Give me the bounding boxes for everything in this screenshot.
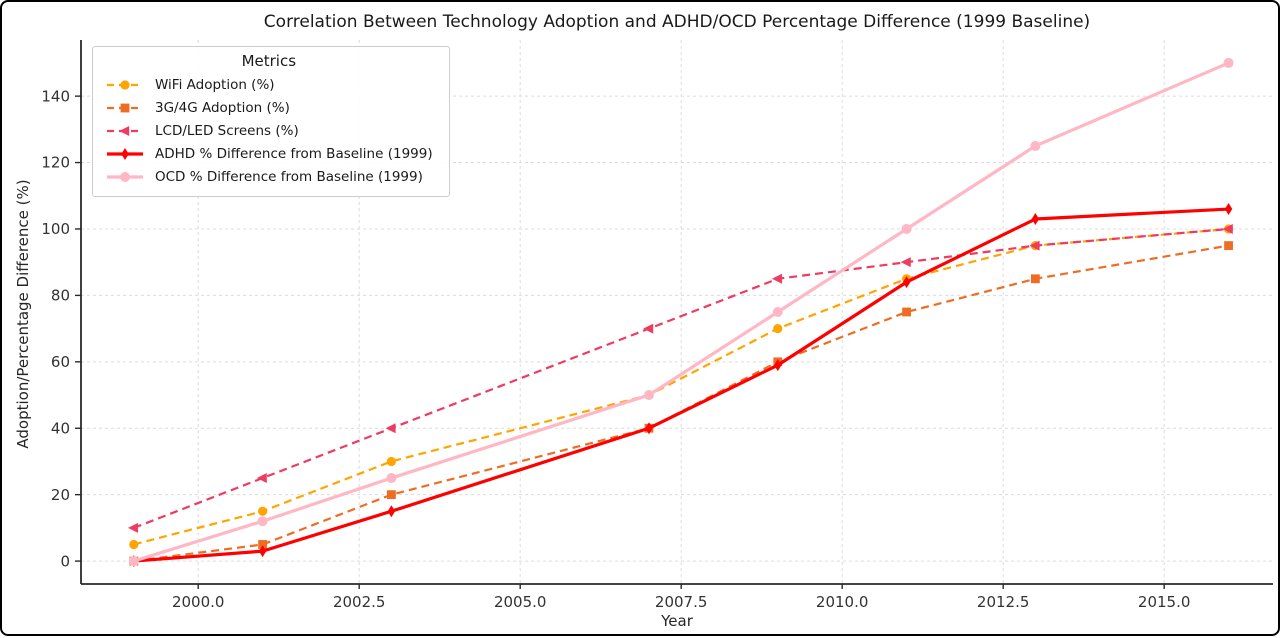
series-4 bbox=[128, 57, 1234, 567]
series-2 bbox=[128, 223, 1233, 533]
legend-item: WiFi Adoption (%) bbox=[105, 73, 433, 96]
series-line-0 bbox=[133, 227, 1229, 546]
y-tick-label: 100 bbox=[41, 220, 70, 238]
x-axis-label: Year bbox=[661, 612, 693, 630]
y-tick-label: 0 bbox=[60, 552, 70, 570]
y-axis-ticks: 0 20 40 60 80 100 120 140 bbox=[41, 87, 81, 570]
legend: Metrics WiFi Adoption (%) 3G/4G Adoption … bbox=[92, 46, 450, 197]
x-tick-label: 2012.5 bbox=[977, 593, 1030, 611]
legend-item-label: ADHD % Difference from Baseline (1999) bbox=[155, 145, 433, 162]
legend-marker-sample bbox=[107, 171, 143, 182]
series-line-1 bbox=[133, 244, 1229, 563]
series-3 bbox=[130, 203, 1233, 568]
chart-title: Correlation Between Technology Adoption … bbox=[263, 12, 1091, 32]
x-tick-label: 2015.0 bbox=[1138, 593, 1191, 611]
legend-items: WiFi Adoption (%) 3G/4G Adoption (%) LCD/L… bbox=[105, 73, 433, 188]
x-tick-label: 2010.0 bbox=[816, 593, 869, 611]
legend-marker-sample bbox=[107, 125, 143, 136]
legend-marker-sample bbox=[107, 147, 143, 160]
y-axis-label: Adoption/Percentage Difference (%) bbox=[14, 179, 32, 449]
x-tick-label: 2007.5 bbox=[655, 593, 708, 611]
y-tick-label: 120 bbox=[41, 154, 70, 172]
y-tick-label: 80 bbox=[51, 287, 70, 305]
y-tick-label: 40 bbox=[51, 419, 70, 437]
x-tick-label: 2000.0 bbox=[172, 593, 225, 611]
y-tick-label: 140 bbox=[41, 87, 70, 105]
series-line-3 bbox=[133, 207, 1229, 563]
legend-item-label: WiFi Adoption (%) bbox=[155, 76, 275, 93]
legend-marker-sample bbox=[107, 79, 143, 90]
legend-marker-sample bbox=[107, 103, 143, 112]
legend-item: 3G/4G Adoption (%) bbox=[105, 96, 433, 119]
x-tick-label: 2002.5 bbox=[333, 593, 386, 611]
series-line-2 bbox=[133, 227, 1229, 529]
legend-item: LCD/LED Screens (%) bbox=[105, 119, 433, 142]
x-axis-ticks: 2000.0 2002.5 2005.0 2007.5 2010.0 2012.5 2015… bbox=[172, 584, 1190, 611]
legend-item-label: 3G/4G Adoption (%) bbox=[155, 99, 290, 116]
y-tick-label: 60 bbox=[51, 353, 70, 371]
legend-title: Metrics bbox=[241, 52, 297, 70]
legend-item: OCD % Difference from Baseline (1999) bbox=[105, 165, 433, 188]
y-tick-label: 20 bbox=[51, 486, 70, 504]
series-line-4 bbox=[133, 61, 1230, 563]
x-tick-label: 2005.0 bbox=[494, 593, 547, 611]
legend-item-label: LCD/LED Screens (%) bbox=[155, 122, 299, 139]
legend-item: ADHD % Difference from Baseline (1999) bbox=[105, 142, 433, 165]
legend-item-label: OCD % Difference from Baseline (1999) bbox=[155, 168, 423, 185]
